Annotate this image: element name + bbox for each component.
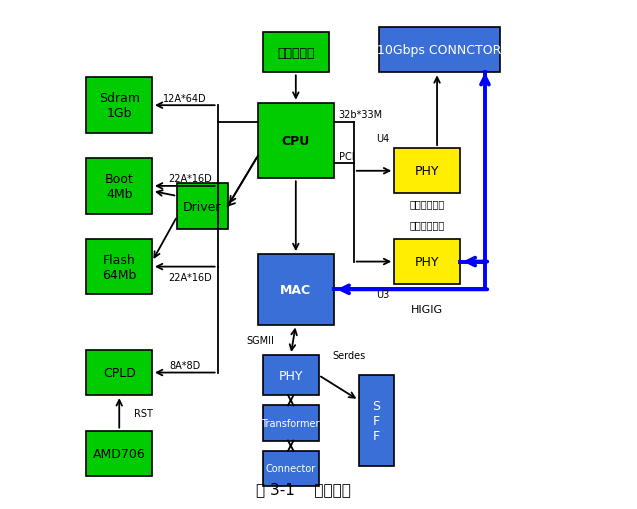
Text: Connector: Connector [266,464,316,473]
Text: Transformer: Transformer [262,418,320,428]
Bar [177,184,227,230]
Bar [359,375,394,466]
Bar [87,350,152,395]
Bar [394,149,460,194]
Text: S
F
F: S F F [373,399,380,442]
Text: 22A*16D: 22A*16D [168,272,211,282]
Bar [258,254,334,325]
Bar [263,355,318,395]
Bar [394,239,460,285]
Text: MAC: MAC [280,283,311,296]
Text: U4: U4 [376,134,389,144]
Text: PHY: PHY [415,256,439,269]
Text: PHY: PHY [278,369,303,382]
Text: RST: RST [134,408,154,418]
Text: Serdes: Serdes [332,350,366,360]
Text: 10Gbps CONNCTOR: 10Gbps CONNCTOR [377,44,502,57]
Text: CPLD: CPLD [103,366,136,379]
Bar [263,33,329,73]
Bar [87,78,152,134]
Bar [258,103,334,179]
Bar [379,28,500,73]
Bar [87,239,152,295]
Text: 图 3-1    硬件结构: 图 3-1 硬件结构 [256,481,351,496]
Text: 22A*16D: 22A*16D [168,174,211,184]
Text: 12A*64D: 12A*64D [163,94,206,103]
Bar [87,159,152,214]
Text: 温度传感器: 温度传感器 [277,47,315,60]
Bar [87,431,152,476]
Text: U3: U3 [376,290,389,300]
Text: PHY: PHY [415,165,439,178]
Text: Driver: Driver [183,200,222,213]
Text: HIGIG: HIGIG [411,305,443,315]
Text: AMD706: AMD706 [93,447,146,460]
Text: 32b*33M: 32b*33M [339,110,383,120]
Text: PCI: PCI [339,151,354,161]
Bar [263,406,318,441]
Text: Sdram
1Gb: Sdram 1Gb [99,92,140,120]
Text: 板间管理通道: 板间管理通道 [410,219,445,229]
Text: SGMII: SGMII [247,335,275,345]
Text: 调试下载网口: 调试下载网口 [410,199,445,209]
Text: Flash
64Mb: Flash 64Mb [102,253,136,281]
Text: Boot
4Mb: Boot 4Mb [105,173,134,201]
Bar [263,451,318,486]
Text: CPU: CPU [282,135,310,148]
Text: 8A*8D: 8A*8D [169,360,201,370]
